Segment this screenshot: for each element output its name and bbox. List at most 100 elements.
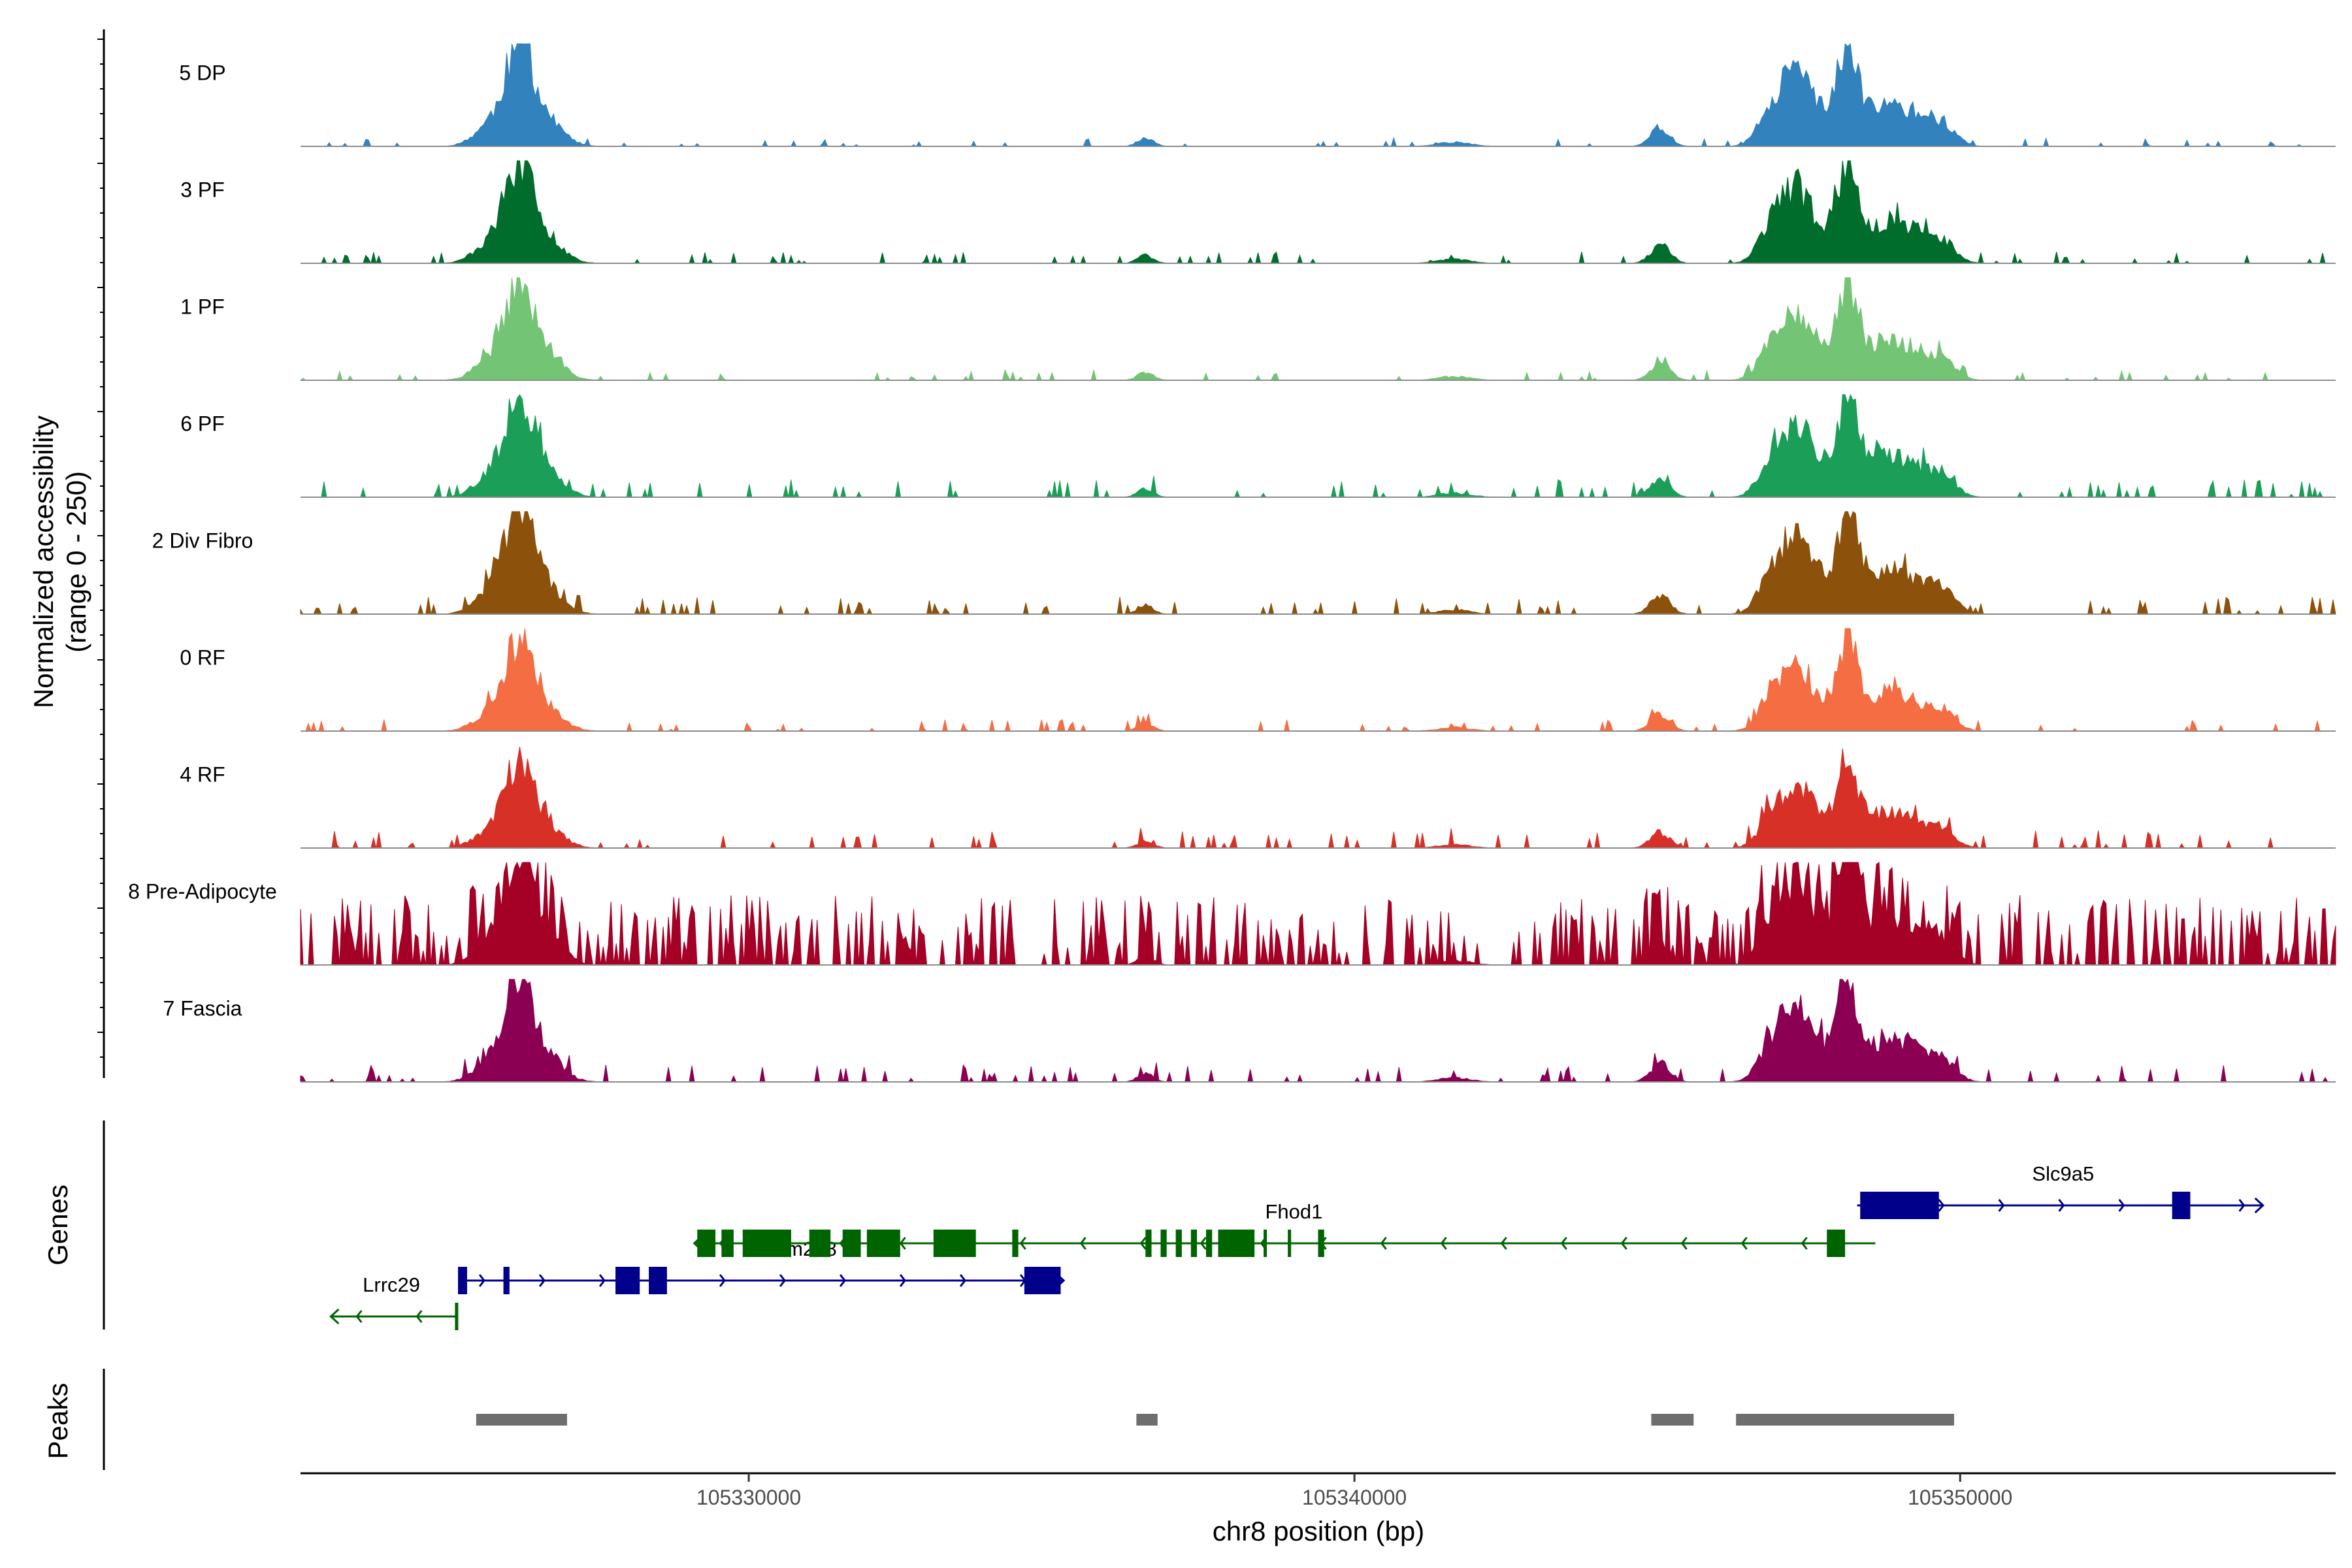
strand-arrow: [1139, 1237, 1147, 1250]
strand-arrow: [1998, 1199, 2005, 1212]
peaks-panel: Peaks: [42, 1369, 1954, 1470]
gene-exon: [1160, 1230, 1167, 1257]
peak-region: [1651, 1414, 1694, 1426]
gene-exon: [503, 1267, 510, 1294]
strand-arrow: [2118, 1199, 2125, 1212]
strand-arrow: [719, 1274, 726, 1287]
track-label: 6 PF: [180, 412, 225, 436]
strand-arrow: [1200, 1237, 1207, 1250]
track-3-pf: 3 PF: [180, 160, 2336, 265]
track-7-fascia: 7 Fascia: [163, 978, 2336, 1083]
strand-arrow: [1079, 1237, 1086, 1250]
gene-exon: [697, 1230, 716, 1257]
track-8-pre-adipocyte: 8 Pre-Adipocyte: [128, 861, 2336, 966]
strand-arrow: [478, 1274, 485, 1287]
track-label: 5 DP: [179, 61, 225, 85]
y-axis-title-line-2: (range 0 - 250): [61, 471, 91, 653]
gene-exon: [742, 1230, 791, 1257]
track-5-dp: 5 DP: [179, 42, 2336, 147]
strand-arrow: [1019, 1237, 1026, 1250]
gene-exon: [809, 1230, 831, 1257]
gene-label: Fhod1: [1265, 1200, 1322, 1223]
gene-fhod1: Fhod1: [693, 1200, 1876, 1257]
gene-exon: [1318, 1230, 1324, 1257]
strand-arrow: [1560, 1237, 1567, 1250]
peak-region: [476, 1414, 567, 1426]
gene-exon: [1190, 1230, 1198, 1257]
gene-exon: [1205, 1230, 1213, 1257]
gene-exon: [721, 1230, 734, 1257]
gene-exon: [455, 1303, 459, 1330]
gene-exon: [866, 1230, 900, 1257]
x-tick-label: 105330000: [696, 1486, 801, 1509]
peak-region: [1136, 1414, 1158, 1426]
gene-label: Lrrc29: [363, 1273, 420, 1296]
gene-label: Slc9a5: [2032, 1162, 2094, 1185]
track-0-rf: 0 RF: [180, 628, 2336, 732]
strand-arrow: [1801, 1237, 1808, 1250]
gene-exon: [1860, 1192, 1939, 1219]
genes-panel-title: Genes: [42, 1184, 73, 1266]
coverage-tracks: 5 DP 3 PF 1 PF 6 PF 2 Div Fibro 0 RF 4 RF 8 Pre…: [128, 42, 2336, 1083]
gene-exon: [1264, 1230, 1267, 1257]
peak-bars: [476, 1414, 1954, 1426]
track-label: 2 Div Fibro: [152, 529, 253, 553]
strand-arrow: [598, 1274, 606, 1287]
gene-exon: [2172, 1192, 2191, 1219]
track-label: 7 Fascia: [163, 997, 242, 1021]
genes-panel: Genes Lrrc29Tmem208Fhod1Slc9a5: [42, 1120, 2264, 1330]
gene-exon: [1218, 1230, 1255, 1257]
strand-arrow-end: [2254, 1197, 2264, 1214]
strand-arrow: [1620, 1237, 1627, 1250]
track-2-div-fibro: 2 Div Fibro: [152, 511, 2336, 615]
gene-exon: [1024, 1267, 1061, 1294]
gene-exon: [842, 1230, 861, 1257]
track-4-rf: 4 RF: [180, 747, 2336, 849]
track-6-pf: 6 PF: [180, 393, 2336, 498]
coverage-y-axis: [97, 29, 105, 1078]
gene-exon: [1145, 1230, 1152, 1257]
gene-exon: [458, 1267, 467, 1294]
gene-exon: [1012, 1230, 1019, 1257]
strand-arrow: [1380, 1237, 1387, 1250]
strand-arrow: [899, 1237, 906, 1250]
x-axis-ticks: 105330000 105340000 105350000: [696, 1473, 2012, 1509]
strand-arrow: [416, 1310, 423, 1323]
strand-arrow: [899, 1274, 906, 1287]
strand-arrow: [538, 1274, 546, 1287]
x-axis: 105330000 105340000 105350000 chr8 positio…: [301, 1472, 2336, 1546]
strand-arrow: [355, 1310, 363, 1323]
gene-exon: [1175, 1230, 1182, 1257]
x-axis-title: chr8 position (bp): [1213, 1516, 1425, 1546]
y-axis-title: Normalized accessibility (range 0 - 250): [28, 416, 91, 708]
strand-arrow: [2058, 1199, 2065, 1212]
gene-exon: [933, 1230, 976, 1257]
strand-arrow: [2238, 1199, 2246, 1212]
strand-arrow: [839, 1274, 846, 1287]
strand-arrow: [1440, 1237, 1447, 1250]
strand-arrow: [779, 1274, 786, 1287]
peaks-panel-title: Peaks: [42, 1383, 73, 1460]
strand-arrow-end: [329, 1308, 340, 1325]
gene-lrrc29: Lrrc29: [329, 1273, 459, 1330]
strand-arrow: [1740, 1237, 1748, 1250]
track-label: 4 RF: [180, 763, 225, 787]
track-label: 1 PF: [180, 295, 225, 319]
track-1-pf: 1 PF: [180, 277, 2336, 382]
strand-arrow: [1500, 1237, 1507, 1250]
track-label: 8 Pre-Adipocyte: [128, 880, 277, 904]
x-tick-label: 105350000: [1908, 1486, 2012, 1509]
strand-arrow: [959, 1274, 966, 1287]
track-label: 0 RF: [180, 646, 225, 670]
gene-exon: [1288, 1230, 1292, 1257]
gene-models: Lrrc29Tmem208Fhod1Slc9a5: [329, 1162, 2264, 1330]
gene-slc9a5: Slc9a5: [1857, 1162, 2264, 1219]
y-axis-title-line-1: Normalized accessibility: [28, 416, 59, 708]
gene-exon: [615, 1267, 640, 1294]
x-tick-label: 105340000: [1302, 1486, 1407, 1509]
gene-exon: [649, 1267, 667, 1294]
strand-arrow: [1938, 1199, 1945, 1212]
coverage-area: [300, 861, 2336, 966]
